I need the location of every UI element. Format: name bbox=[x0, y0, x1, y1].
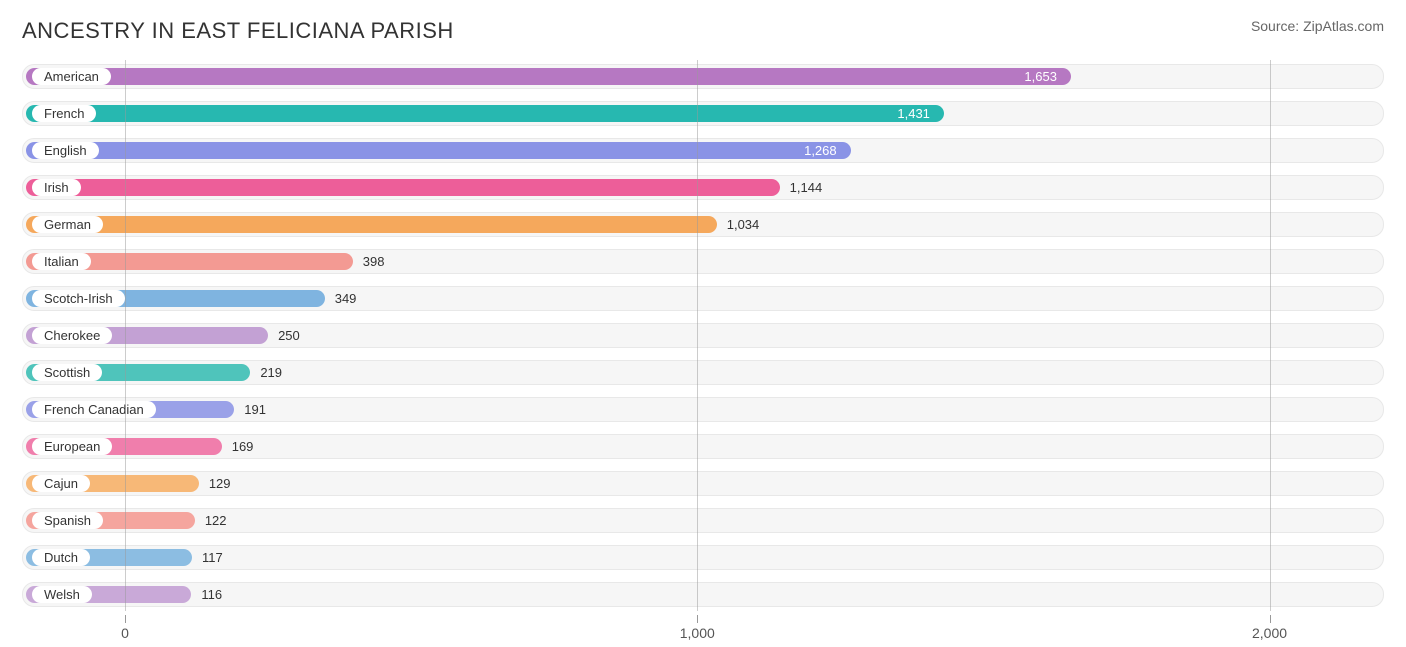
bar-category-label: American bbox=[32, 68, 111, 85]
chart-title: ANCESTRY IN EAST FELICIANA PARISH bbox=[22, 18, 454, 44]
chart-plot: American1,653 French1,431 English1,268 Iris… bbox=[22, 60, 1384, 611]
bar-value-label: 219 bbox=[250, 364, 282, 381]
bar-value-label: 122 bbox=[195, 512, 227, 529]
bar-category-label: English bbox=[32, 142, 99, 159]
axis-tick bbox=[697, 615, 698, 623]
bar-category-label: Cherokee bbox=[32, 327, 112, 344]
bar-value-label: 169 bbox=[222, 438, 254, 455]
x-axis: 0 1,000 2,000 bbox=[22, 615, 1384, 647]
bar-row: French Canadian 191 bbox=[22, 393, 1384, 426]
axis-tick-label: 2,000 bbox=[1252, 625, 1287, 641]
bar-track bbox=[22, 582, 1384, 607]
chart-header: ANCESTRY IN EAST FELICIANA PARISH Source… bbox=[0, 0, 1406, 56]
bar-row: American1,653 bbox=[22, 60, 1384, 93]
bar-category-label: Dutch bbox=[32, 549, 90, 566]
bar-category-label: German bbox=[32, 216, 103, 233]
bar-value-label: 129 bbox=[199, 475, 231, 492]
bar-value-label: 1,653 bbox=[22, 68, 1071, 85]
bar-row: Scottish 219 bbox=[22, 356, 1384, 389]
axis-tick-label: 1,000 bbox=[680, 625, 715, 641]
bar-row: Cajun 129 bbox=[22, 467, 1384, 500]
bar-value-label: 117 bbox=[192, 549, 223, 566]
bar-row: Spanish 122 bbox=[22, 504, 1384, 537]
bar-fill bbox=[26, 179, 780, 196]
bar-value-label: 398 bbox=[353, 253, 385, 270]
bar-category-label: Italian bbox=[32, 253, 91, 270]
bar-row: Welsh 116 bbox=[22, 578, 1384, 611]
bar-row: Irish 1,144 bbox=[22, 171, 1384, 204]
bar-value-label: 1,034 bbox=[717, 216, 760, 233]
bar-value-label: 1,268 bbox=[22, 142, 851, 159]
bar-row: Italian 398 bbox=[22, 245, 1384, 278]
bar-track bbox=[22, 545, 1384, 570]
bar-row: German 1,034 bbox=[22, 208, 1384, 241]
bar-category-label: Spanish bbox=[32, 512, 103, 529]
bar-value-label: 1,431 bbox=[22, 105, 944, 122]
bar-category-label: Scotch-Irish bbox=[32, 290, 125, 307]
bar-category-label: Welsh bbox=[32, 586, 92, 603]
bar-row: Dutch 117 bbox=[22, 541, 1384, 574]
axis-tick bbox=[1270, 615, 1271, 623]
chart-source: Source: ZipAtlas.com bbox=[1251, 18, 1384, 34]
bar-value-label: 349 bbox=[325, 290, 357, 307]
bar-row: European 169 bbox=[22, 430, 1384, 463]
bar-row: Scotch-Irish 349 bbox=[22, 282, 1384, 315]
bar-value-label: 1,144 bbox=[780, 179, 823, 196]
bar-category-label: European bbox=[32, 438, 112, 455]
bar-category-label: Cajun bbox=[32, 475, 90, 492]
bar-value-label: 191 bbox=[234, 401, 266, 418]
bar-fill bbox=[26, 216, 717, 233]
bar-row: English1,268 bbox=[22, 134, 1384, 167]
bar-category-label: French Canadian bbox=[32, 401, 156, 418]
axis-tick-label: 0 bbox=[121, 625, 129, 641]
bar-row: French1,431 bbox=[22, 97, 1384, 130]
bar-value-label: 116 bbox=[191, 586, 222, 603]
chart-area: American1,653 French1,431 English1,268 Iris… bbox=[0, 56, 1406, 611]
bar-category-label: Irish bbox=[32, 179, 81, 196]
bar-value-label: 250 bbox=[268, 327, 300, 344]
bar-row: Cherokee 250 bbox=[22, 319, 1384, 352]
bar-category-label: Scottish bbox=[32, 364, 102, 381]
bar-category-label: French bbox=[32, 105, 96, 122]
axis-tick bbox=[125, 615, 126, 623]
